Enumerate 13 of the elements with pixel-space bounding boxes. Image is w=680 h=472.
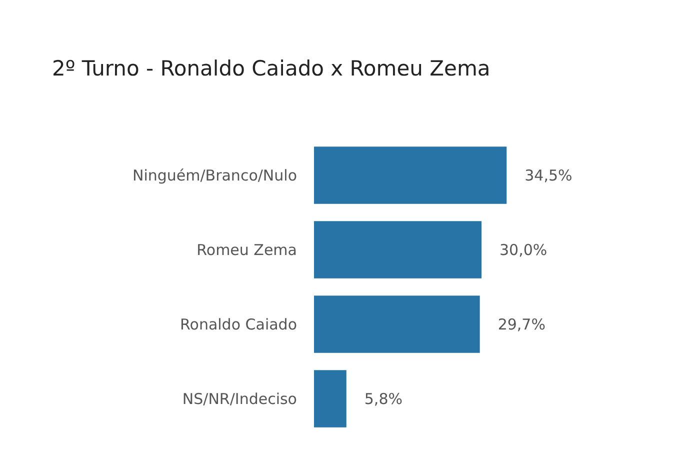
data-label: 34,5% <box>510 166 572 184</box>
y-tick-label: Romeu Zema <box>196 241 297 259</box>
bar <box>314 146 507 204</box>
bar <box>314 370 346 428</box>
y-tick-label: Ninguém/Branco/Nulo <box>132 166 297 184</box>
y-tick-label: NS/NR/Indeciso <box>182 390 297 408</box>
data-label: 29,7% <box>482 315 546 334</box>
data-label: 5,8% <box>349 390 402 408</box>
data-label: 30,0% <box>484 240 548 259</box>
bar <box>314 221 482 278</box>
chart-title: 2º Turno - Ronaldo Caiado x Romeu Zema <box>52 56 490 80</box>
y-tick-label: Ronaldo Caiado <box>180 316 297 334</box>
bar <box>314 296 480 353</box>
